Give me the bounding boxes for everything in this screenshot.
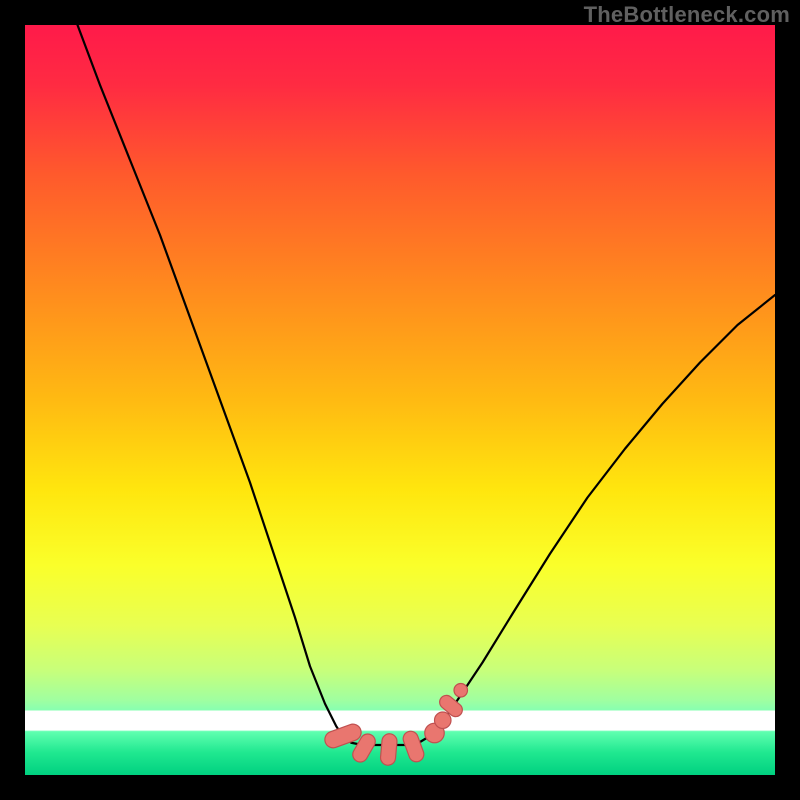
watermark-text: TheBottleneck.com (584, 2, 790, 28)
marker-capsule (380, 733, 398, 766)
plot-area (25, 25, 775, 775)
marker-dot (454, 684, 468, 698)
chart-frame: TheBottleneck.com (0, 0, 800, 800)
marker-dot (435, 712, 452, 729)
gradient-background (25, 25, 775, 775)
plot-svg (25, 25, 775, 775)
